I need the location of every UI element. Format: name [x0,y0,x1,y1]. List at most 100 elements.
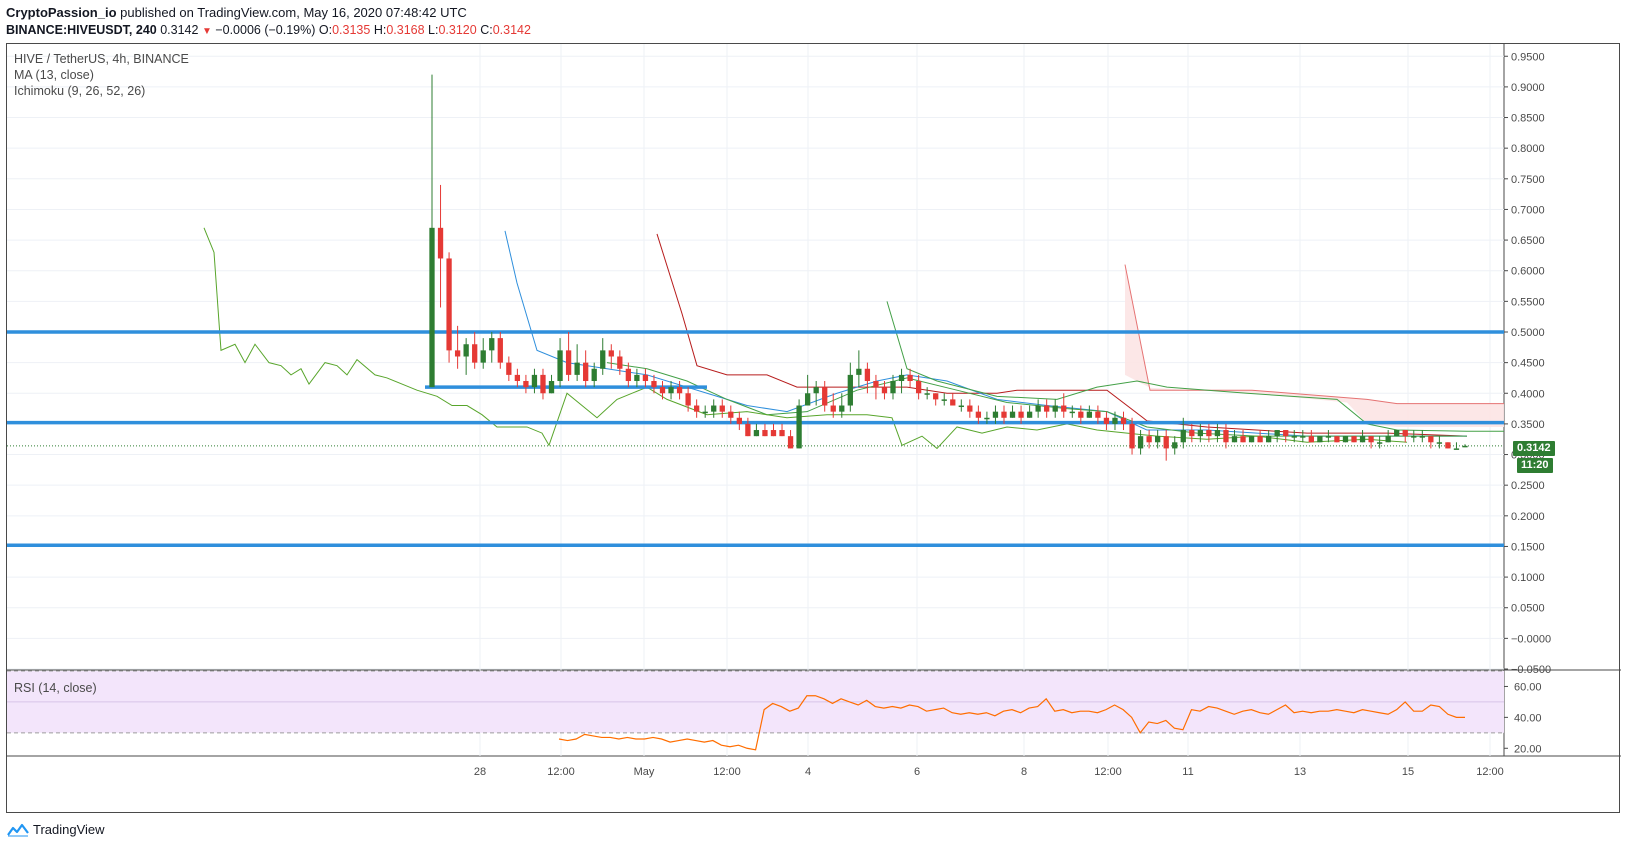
time-tick-label: 28 [474,766,486,778]
rsi-tick-label: 60.00 [1514,681,1542,693]
candle-body [1189,430,1195,437]
candle-body [591,368,597,382]
candle-body [915,381,922,394]
brand-label: TradingView [33,822,105,837]
legend-ma[interactable]: MA (13, close) [14,68,94,82]
candle-body [565,350,572,375]
candle-body [676,387,683,394]
candle-body [1402,430,1408,437]
close-value: 0.3142 [492,23,531,37]
price-tick-label: 0.2000 [1511,511,1545,523]
price-tick-label: 0.2500 [1511,480,1545,492]
candle-body [489,338,495,351]
candle-body [804,393,811,406]
candle-body [1325,436,1332,438]
candle-body [437,227,444,259]
price-tick-label: 0.5500 [1511,296,1545,308]
candle-body [1300,436,1306,438]
candle-body [668,387,674,394]
candle-body [728,411,734,418]
low-value: 0.3120 [438,23,477,37]
price-tick-label: 0.1500 [1511,541,1545,553]
time-tick-label: 15 [1402,766,1414,778]
candle-body [1163,436,1169,449]
candle-body [1086,411,1093,418]
candle-body [958,405,964,408]
legend-title[interactable]: HIVE / TetherUS, 4h, BINANCE [14,52,189,66]
candle-body [1453,448,1460,450]
candle-body [1248,436,1255,443]
legend-rsi[interactable]: RSI (14, close) [14,681,97,695]
candle-body [617,356,623,369]
candle-body [941,399,947,401]
candle-body [1291,436,1297,438]
candle-body [1223,430,1229,443]
candle-body [1180,430,1186,443]
candle-body [1026,411,1033,418]
candle-body [446,258,452,351]
candle-body [907,374,913,382]
candle-body [1155,436,1161,443]
candle-body [1265,436,1272,443]
price-tick-label: 0.9500 [1511,51,1545,63]
candle-body [770,430,777,437]
candle-body [1436,442,1443,444]
price-tick-label: 0.7500 [1511,174,1545,186]
time-tick-label: 13 [1294,766,1306,778]
tradingview-brand[interactable]: TradingView [7,822,105,837]
time-tick-label: 11 [1182,766,1193,778]
time-tick-label: 12:00 [1094,766,1122,778]
candle-body [1095,411,1101,418]
price-tick-label: 0.9000 [1511,82,1545,94]
candle-body [523,381,529,388]
candle-body [839,405,845,412]
rsi-tick-label: 20.00 [1514,743,1542,755]
candle-body [1001,411,1007,418]
symbol-label: BINANCE:HIVEUSDT, 240 [6,23,157,37]
price-tag: 0.3142 [1513,441,1555,456]
candle-body [1078,411,1084,418]
candle-body [1334,436,1340,443]
rsi-line [558,695,1465,751]
time-tick-label: 12:00 [713,766,741,778]
price-tick-label: 0.6500 [1511,235,1545,247]
candle-body [992,411,999,418]
candle-body [651,381,657,388]
ichimoku-span-b [1124,264,1504,405]
candle-body [1351,436,1357,443]
candle-body [659,387,666,394]
candle-body [1308,436,1314,443]
candle-body [950,399,956,406]
candle-body [1206,430,1212,437]
candle-body [574,362,580,375]
time-tag: 11:20 [1517,458,1553,473]
author-name[interactable]: CryptoPassion_io [6,5,117,20]
price-tick-label: 0.6000 [1511,266,1545,278]
down-arrow-icon: ▼ [201,26,212,37]
candle-body [557,350,563,382]
candle-body [881,387,888,394]
ichimoku-cloud [1125,264,1504,427]
candle-body [753,430,760,437]
candle-body [1376,442,1383,444]
chart-frame[interactable]: 0.9500 0.9000 0.8500 0.8000 0.7500 0.7000 0.65… [6,43,1621,814]
candle-body [1044,405,1050,412]
candle-body [608,350,614,357]
candle-body [1240,436,1246,443]
price-tick-label: 0.7000 [1511,204,1545,216]
time-tick-label: 4 [805,766,811,778]
candle-body [1342,436,1349,443]
candle-body [1061,405,1067,412]
price-tick-label: 0.4000 [1511,388,1545,400]
candle-body [625,368,632,382]
symbol-header: BINANCE:HIVEUSDT, 240 0.3142 ▼ −0.0006 (… [6,23,531,37]
price-tick-label: 0.4500 [1511,358,1545,370]
candle-body [548,381,555,394]
candle-body [856,368,862,375]
candle-body [480,350,486,363]
legend-ichimoku[interactable]: Ichimoku (9, 26, 52, 26) [14,84,146,98]
candle-body [984,417,990,420]
candle-body [822,387,828,406]
candle-body [1411,436,1417,438]
chart-canvas[interactable]: 0.9500 0.9000 0.8500 0.8000 0.7500 0.7000 0.65… [7,44,1621,814]
